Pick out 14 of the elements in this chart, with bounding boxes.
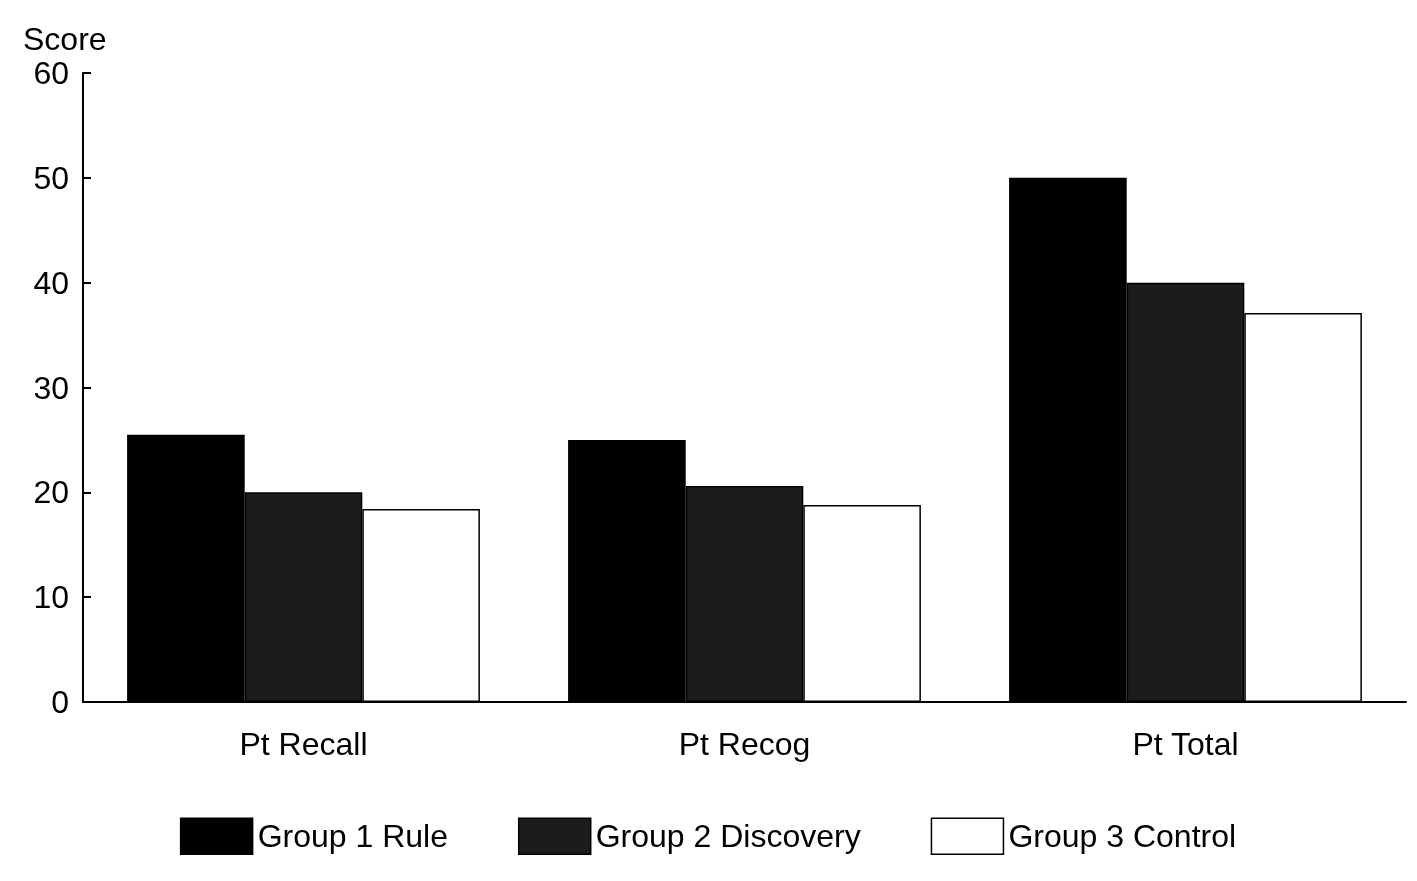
y-tick-label: 60 [33,55,69,91]
x-tick-label: Pt Recog [678,726,811,762]
y-tick-label: 40 [33,264,69,301]
legend-label: Group 3 Control [1008,818,1237,855]
x-tick-label: Pt Total [1132,726,1239,762]
y-tick-label: 10 [33,579,69,616]
y-tick-label: 0 [51,684,69,720]
legend-label: Group 1 Rule [257,818,448,855]
y-tick-label: 20 [33,474,69,511]
x-tick-label: Pt Recall [239,726,368,762]
y-tick-label: 30 [33,369,69,406]
y-axis-title: Score [23,21,107,57]
y-tick-label: 50 [33,159,69,196]
legend-label: Group 2 Discovery [595,818,861,855]
